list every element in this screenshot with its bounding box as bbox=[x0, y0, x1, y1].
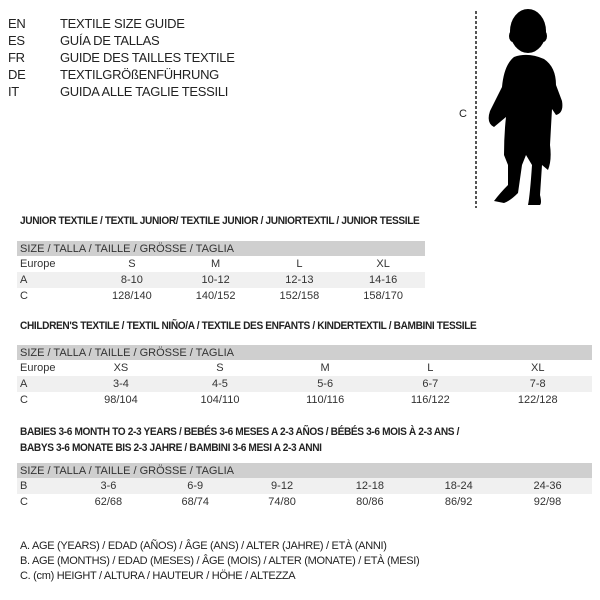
table-row: A 3-4 4-5 5-6 6-7 7-8 bbox=[17, 376, 592, 392]
lang-es: ES GUÍA DE TALLAS bbox=[8, 33, 160, 48]
lang-en: EN TEXTILE SIZE GUIDE bbox=[8, 16, 185, 31]
lang-it: IT GUIDA ALLE TAGLIE TESSILI bbox=[8, 84, 229, 99]
table-header-row: SIZE / TALLA / TAILLE / GRÖSSE / TAGLIA bbox=[17, 241, 425, 256]
junior-section-title: JUNIOR TEXTILE / TEXTIL JUNIOR/ TEXTILE … bbox=[20, 215, 420, 227]
table-row: Europe S M L XL bbox=[20, 258, 390, 270]
table-row: B 3-6 6-9 9-12 12-18 18-24 24-36 bbox=[17, 478, 592, 494]
children-size-table: SIZE / TALLA / TAILLE / GRÖSSE / TAGLIA … bbox=[17, 345, 592, 408]
lang-fr: FR GUIDE DES TAILLES TEXTILE bbox=[8, 50, 235, 65]
table-row: Europe XS S M L XL bbox=[20, 362, 545, 374]
babies-section-title-line1: BABIES 3-6 MONTH TO 2-3 YEARS / BEBÉS 3-… bbox=[20, 426, 460, 438]
height-measure-label: C bbox=[459, 108, 467, 120]
table-header-row: SIZE / TALLA / TAILLE / GRÖSSE / TAGLIA bbox=[17, 345, 592, 360]
legend-b: B. AGE (MONTHS) / EDAD (MESES) / ÂGE (MO… bbox=[20, 555, 420, 567]
silhouette-shape bbox=[488, 9, 563, 205]
table-row: C 98/104 104/110 110/116 116/122 122/128 bbox=[20, 394, 558, 406]
table-row: C 128/140 140/152 152/158 158/170 bbox=[20, 290, 403, 302]
lang-de: DE TEXTILGRÖßENFÜHRUNG bbox=[8, 67, 219, 82]
babies-size-table: SIZE / TALLA / TAILLE / GRÖSSE / TAGLIA … bbox=[17, 463, 592, 510]
table-row: C 62/68 68/74 74/80 80/86 86/92 92/98 bbox=[20, 496, 562, 508]
junior-size-table: SIZE / TALLA / TAILLE / GRÖSSE / TAGLIA … bbox=[17, 241, 425, 304]
children-section-title: CHILDREN'S TEXTILE / TEXTIL NIÑO/A / TEX… bbox=[20, 320, 477, 332]
babies-section-title-line2: BABYS 3-6 MONATE BIS 2-3 JAHRE / BAMBINI… bbox=[20, 442, 322, 454]
child-silhouette-icon bbox=[475, 9, 563, 208]
table-header-row: SIZE / TALLA / TAILLE / GRÖSSE / TAGLIA bbox=[17, 463, 592, 478]
table-row: A 8-10 10-12 12-13 14-16 bbox=[17, 272, 425, 288]
legend-a: A. AGE (YEARS) / EDAD (AÑOS) / ÂGE (ANS)… bbox=[20, 540, 387, 552]
legend-c: C. (cm) HEIGHT / ALTURA / HAUTEUR / HÖHE… bbox=[20, 570, 296, 582]
